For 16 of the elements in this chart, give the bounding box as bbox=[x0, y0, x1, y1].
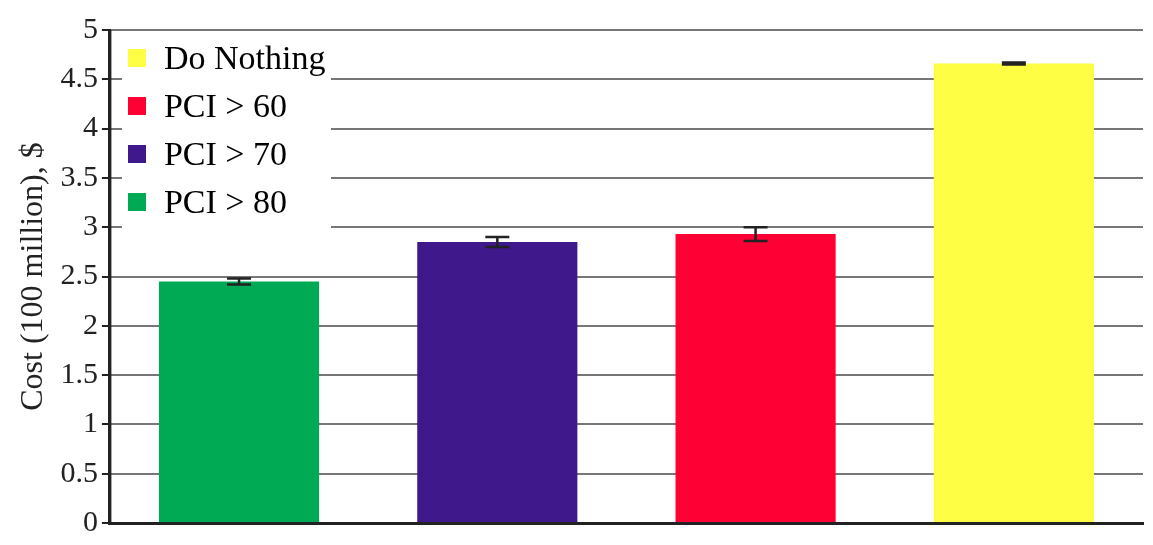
y-tick-label: 2.5 bbox=[60, 257, 98, 291]
legend-label: PCI > 70 bbox=[163, 134, 287, 174]
y-tick-label: 3.5 bbox=[60, 158, 98, 192]
y-tick-label: 1.5 bbox=[60, 355, 98, 389]
y-tick-label: 5 bbox=[82, 10, 98, 44]
y-tick-label: 3 bbox=[82, 208, 98, 242]
y-tick-label: 2 bbox=[82, 306, 98, 340]
legend-label: PCI > 80 bbox=[163, 182, 287, 222]
y-tick-label: 4.5 bbox=[60, 60, 98, 94]
y-tick-label: 0.5 bbox=[60, 454, 98, 488]
legend-label: Do Nothing bbox=[163, 38, 326, 78]
y-tick-label: 0 bbox=[82, 503, 98, 537]
y-tick-label: 1 bbox=[82, 405, 98, 439]
y-axis-title: Cost (100 million), $ bbox=[12, 142, 49, 411]
legend-label: PCI > 60 bbox=[163, 86, 287, 126]
y-tick-label: 4 bbox=[82, 109, 98, 143]
